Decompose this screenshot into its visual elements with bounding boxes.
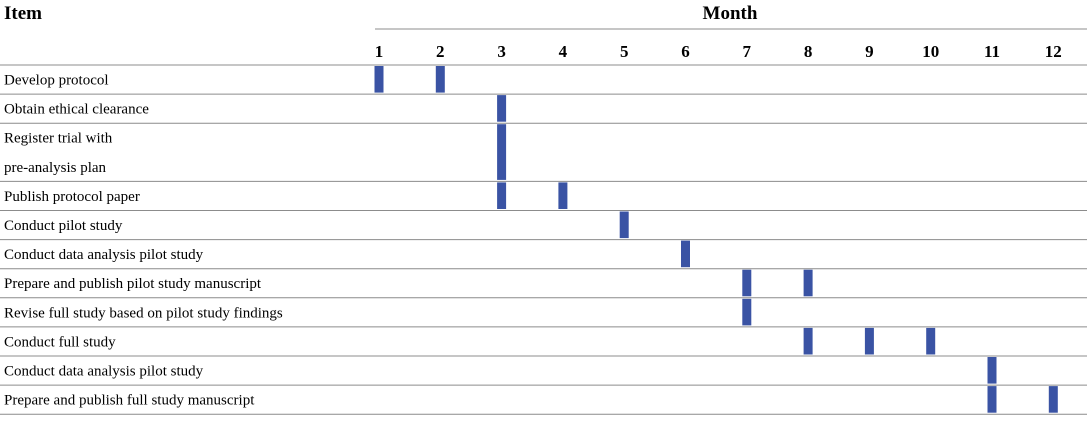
bar-month-6 bbox=[681, 240, 690, 268]
bars bbox=[374, 66, 1058, 413]
bar-month-3 bbox=[497, 124, 507, 180]
month-label-12: 12 bbox=[1045, 42, 1062, 61]
bar-month-5 bbox=[619, 211, 629, 239]
row-labels: Develop protocol Obtain ethical clearance… bbox=[4, 73, 283, 409]
bar-month-10 bbox=[926, 327, 936, 355]
bar-month-2 bbox=[435, 66, 445, 93]
row-label: Obtain ethical clearance bbox=[4, 102, 149, 118]
row-label: Prepare and publish pilot study manuscri… bbox=[4, 276, 262, 292]
bar-month-4 bbox=[558, 182, 568, 209]
bar-month-12 bbox=[1048, 386, 1058, 413]
month-label-5: 5 bbox=[620, 42, 629, 61]
month-label-6: 6 bbox=[681, 42, 690, 61]
row-label: Register trial with bbox=[4, 131, 113, 147]
row-label: Conduct data analysis pilot study bbox=[4, 247, 204, 263]
month-label-3: 3 bbox=[497, 42, 506, 61]
row-label: Prepare and publish full study manuscrip… bbox=[4, 393, 255, 409]
bar-month-1 bbox=[374, 66, 384, 93]
bar-month-7 bbox=[742, 269, 752, 297]
row-label: Publish protocol paper bbox=[4, 189, 140, 205]
month-header: Month bbox=[703, 3, 758, 24]
bar-month-8 bbox=[803, 269, 813, 297]
bar-month-3 bbox=[497, 95, 507, 122]
month-label-10: 10 bbox=[922, 42, 939, 61]
month-label-4: 4 bbox=[559, 42, 568, 61]
month-label-1: 1 bbox=[375, 42, 384, 61]
bar-month-3 bbox=[497, 182, 507, 209]
month-label-2: 2 bbox=[436, 42, 445, 61]
month-label-11: 11 bbox=[984, 42, 1000, 61]
month-label-7: 7 bbox=[743, 42, 752, 61]
month-label-9: 9 bbox=[865, 42, 874, 61]
bar-month-11 bbox=[987, 386, 997, 413]
row-label: Conduct pilot study bbox=[4, 218, 123, 234]
row-label: Conduct full study bbox=[4, 334, 116, 350]
row-label: Develop protocol bbox=[4, 73, 109, 89]
bar-month-11 bbox=[987, 357, 997, 384]
row-label: pre-analysis plan bbox=[4, 160, 107, 176]
month-labels: 1 2 3 4 5 6 7 8 9 10 11 12 bbox=[375, 42, 1062, 61]
row-label: Conduct data analysis pilot study bbox=[4, 364, 204, 380]
month-label-8: 8 bbox=[804, 42, 813, 61]
bar-month-9 bbox=[864, 327, 874, 355]
bar-month-8 bbox=[803, 327, 813, 355]
row-label: Revise full study based on pilot study f… bbox=[4, 305, 283, 321]
item-header: Item bbox=[4, 3, 42, 24]
row-rules bbox=[0, 93, 1087, 415]
bar-month-7 bbox=[742, 298, 752, 326]
